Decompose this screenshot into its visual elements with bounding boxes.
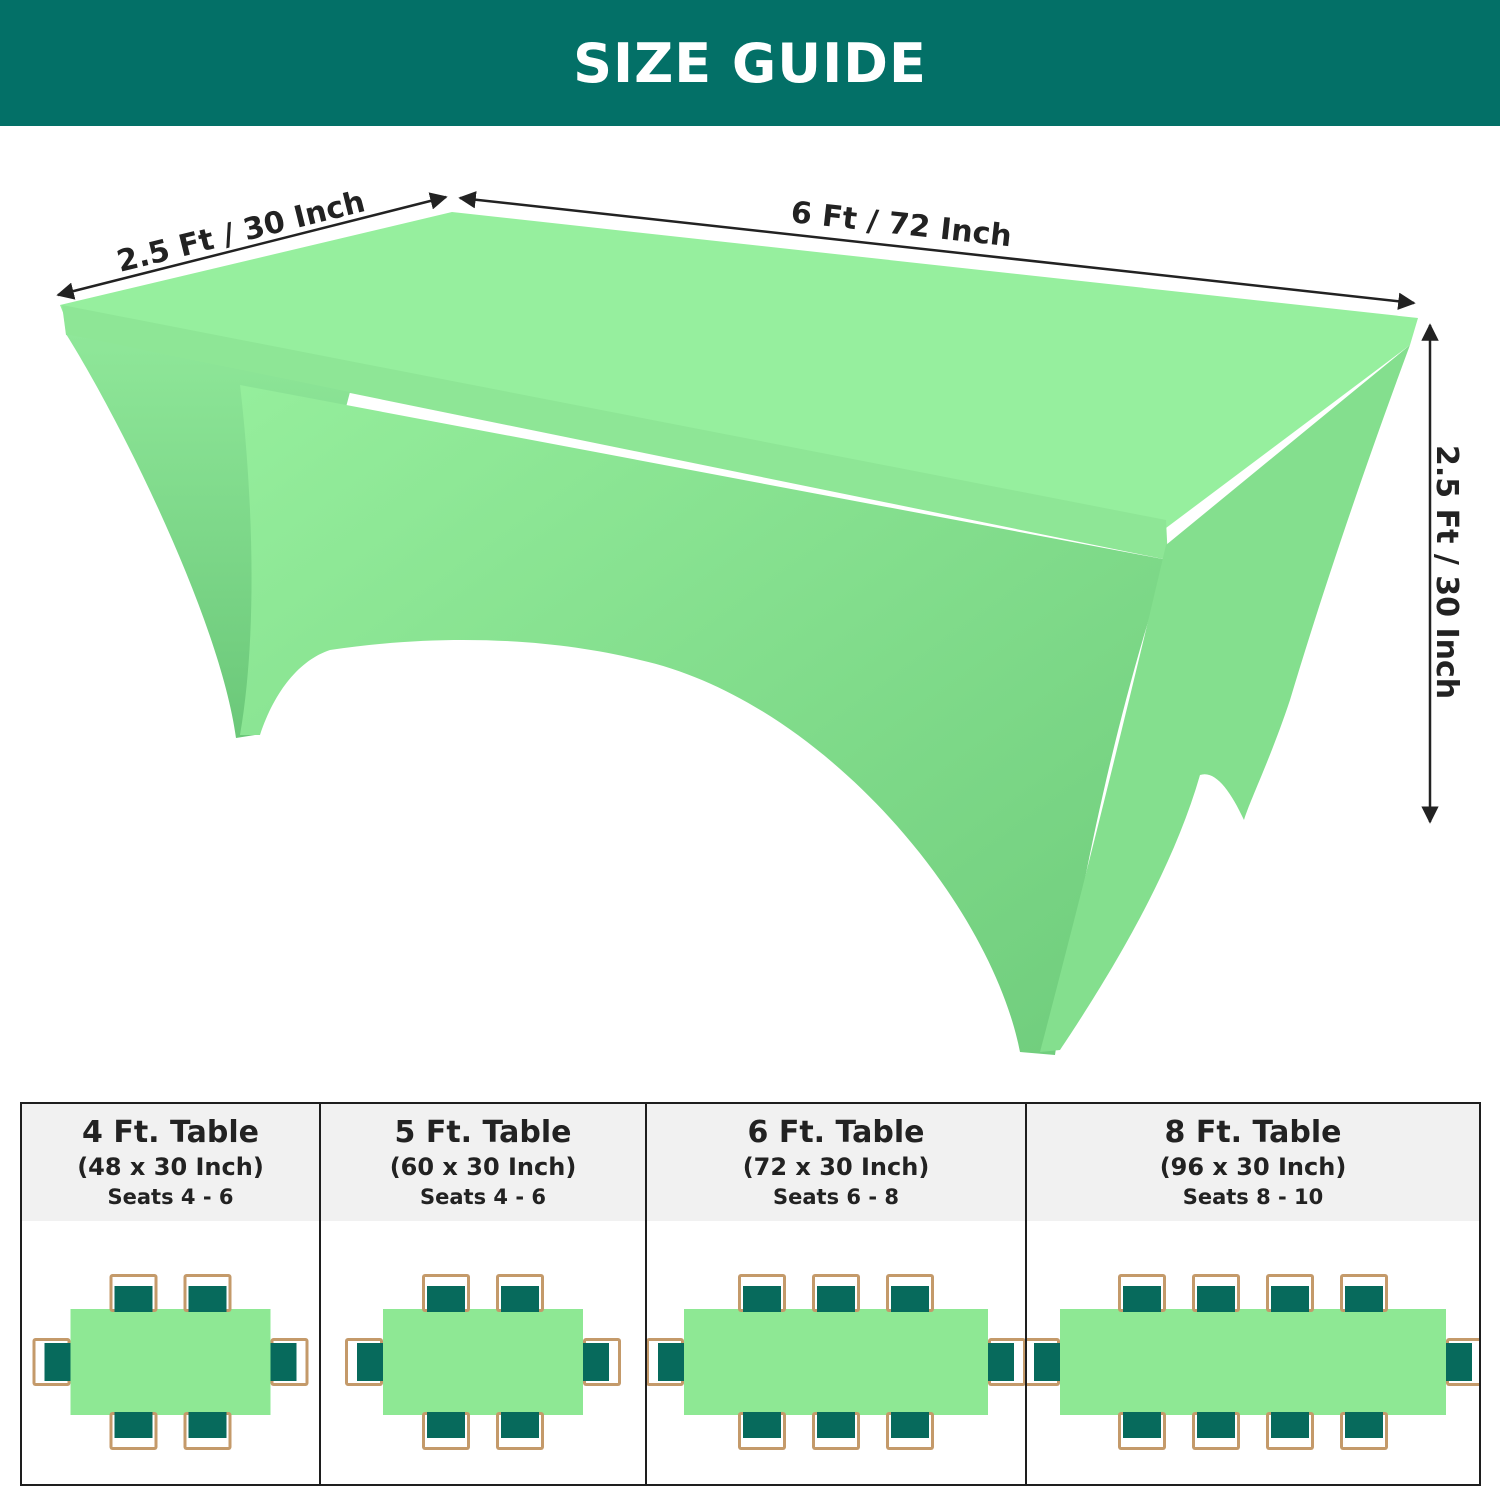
table-title: 5 Ft. Table bbox=[394, 1115, 572, 1150]
chair-icon bbox=[1192, 1412, 1240, 1450]
chair-icon bbox=[1118, 1274, 1166, 1312]
table-size: (60 x 30 Inch) bbox=[389, 1153, 577, 1181]
chair-icon bbox=[812, 1274, 860, 1312]
table-title: 6 Ft. Table bbox=[747, 1115, 925, 1150]
chair-icon bbox=[1266, 1274, 1314, 1312]
table-seats: Seats 8 - 10 bbox=[1182, 1185, 1324, 1209]
chair-icon bbox=[109, 1412, 158, 1450]
table-option-header: 8 Ft. Table (96 x 30 Inch) Seats 8 - 10 bbox=[1027, 1104, 1479, 1221]
table-seats: Seats 4 - 6 bbox=[420, 1185, 546, 1209]
tablecloth-front-band bbox=[62, 305, 1168, 560]
table-option-4ft: 4 Ft. Table (48 x 30 Inch) Seats 4 - 6 bbox=[22, 1104, 321, 1484]
table-top bbox=[684, 1309, 988, 1415]
seating-layout bbox=[32, 1274, 309, 1450]
table-size: (96 x 30 Inch) bbox=[1159, 1153, 1347, 1181]
size-guide-grid: 4 Ft. Table (48 x 30 Inch) Seats 4 - 6 5… bbox=[20, 1102, 1481, 1486]
table-top bbox=[70, 1309, 271, 1415]
seating-diagram bbox=[1027, 1221, 1479, 1484]
chair-icon bbox=[1118, 1412, 1166, 1450]
table-seats: Seats 6 - 8 bbox=[773, 1185, 899, 1209]
chair-icon bbox=[1446, 1338, 1479, 1386]
tablecloth-illustration: 2.5 Ft / 30 Inch 6 Ft / 72 Inch 2.5 Ft /… bbox=[0, 126, 1500, 1096]
table-option-5ft: 5 Ft. Table (60 x 30 Inch) Seats 4 - 6 bbox=[321, 1104, 647, 1484]
seating-layout bbox=[647, 1274, 1025, 1450]
tablecloth-drawing: 2.5 Ft / 30 Inch 6 Ft / 72 Inch 2.5 Ft /… bbox=[56, 184, 1464, 1055]
chair-icon bbox=[422, 1274, 470, 1312]
table-seats: Seats 4 - 6 bbox=[107, 1185, 234, 1209]
chair-icon bbox=[812, 1412, 860, 1450]
table-title: 8 Ft. Table bbox=[1164, 1115, 1342, 1150]
table-option-header: 5 Ft. Table (60 x 30 Inch) Seats 4 - 6 bbox=[321, 1104, 645, 1221]
tablecloth-right-skirt bbox=[1040, 345, 1410, 1052]
table-title: 4 Ft. Table bbox=[82, 1115, 259, 1150]
chair-icon bbox=[886, 1412, 934, 1450]
banner-title: SIZE GUIDE bbox=[573, 31, 927, 95]
chair-icon bbox=[496, 1274, 544, 1312]
chair-icon bbox=[345, 1338, 383, 1386]
seating-diagram bbox=[22, 1221, 319, 1484]
chair-icon bbox=[1340, 1412, 1388, 1450]
chair-icon bbox=[109, 1274, 158, 1312]
table-top bbox=[1060, 1309, 1446, 1415]
chair-icon bbox=[738, 1274, 786, 1312]
chair-icon bbox=[183, 1412, 232, 1450]
chair-icon bbox=[886, 1274, 934, 1312]
seating-layout bbox=[345, 1274, 621, 1450]
table-option-8ft: 8 Ft. Table (96 x 30 Inch) Seats 8 - 10 bbox=[1027, 1104, 1479, 1484]
seating-diagram bbox=[647, 1221, 1025, 1484]
seating-layout bbox=[1027, 1274, 1479, 1450]
width-arrow bbox=[56, 192, 448, 300]
table-option-6ft: 6 Ft. Table (72 x 30 Inch) Seats 6 - 8 bbox=[647, 1104, 1027, 1484]
chair-icon bbox=[988, 1338, 1025, 1386]
table-size: (48 x 30 Inch) bbox=[77, 1153, 264, 1181]
table-size: (72 x 30 Inch) bbox=[742, 1153, 930, 1181]
chair-icon bbox=[1192, 1274, 1240, 1312]
seating-diagram bbox=[321, 1221, 645, 1484]
chair-icon bbox=[1340, 1274, 1388, 1312]
header-banner: SIZE GUIDE bbox=[0, 0, 1500, 126]
table-option-header: 6 Ft. Table (72 x 30 Inch) Seats 6 - 8 bbox=[647, 1104, 1025, 1221]
chair-icon bbox=[183, 1274, 232, 1312]
tablecloth-front-skirt bbox=[240, 385, 1168, 1055]
table-option-header: 4 Ft. Table (48 x 30 Inch) Seats 4 - 6 bbox=[22, 1104, 319, 1221]
chair-icon bbox=[32, 1338, 71, 1386]
height-label: 2.5 Ft / 30 Inch bbox=[1429, 445, 1464, 699]
chair-icon bbox=[583, 1338, 621, 1386]
chair-icon bbox=[422, 1412, 470, 1450]
chair-icon bbox=[647, 1338, 684, 1386]
chair-icon bbox=[1266, 1412, 1314, 1450]
chair-icon bbox=[1027, 1338, 1060, 1386]
chair-icon bbox=[496, 1412, 544, 1450]
table-top bbox=[383, 1309, 583, 1415]
chair-icon bbox=[270, 1338, 309, 1386]
length-arrow bbox=[458, 191, 1416, 310]
chair-icon bbox=[738, 1412, 786, 1450]
